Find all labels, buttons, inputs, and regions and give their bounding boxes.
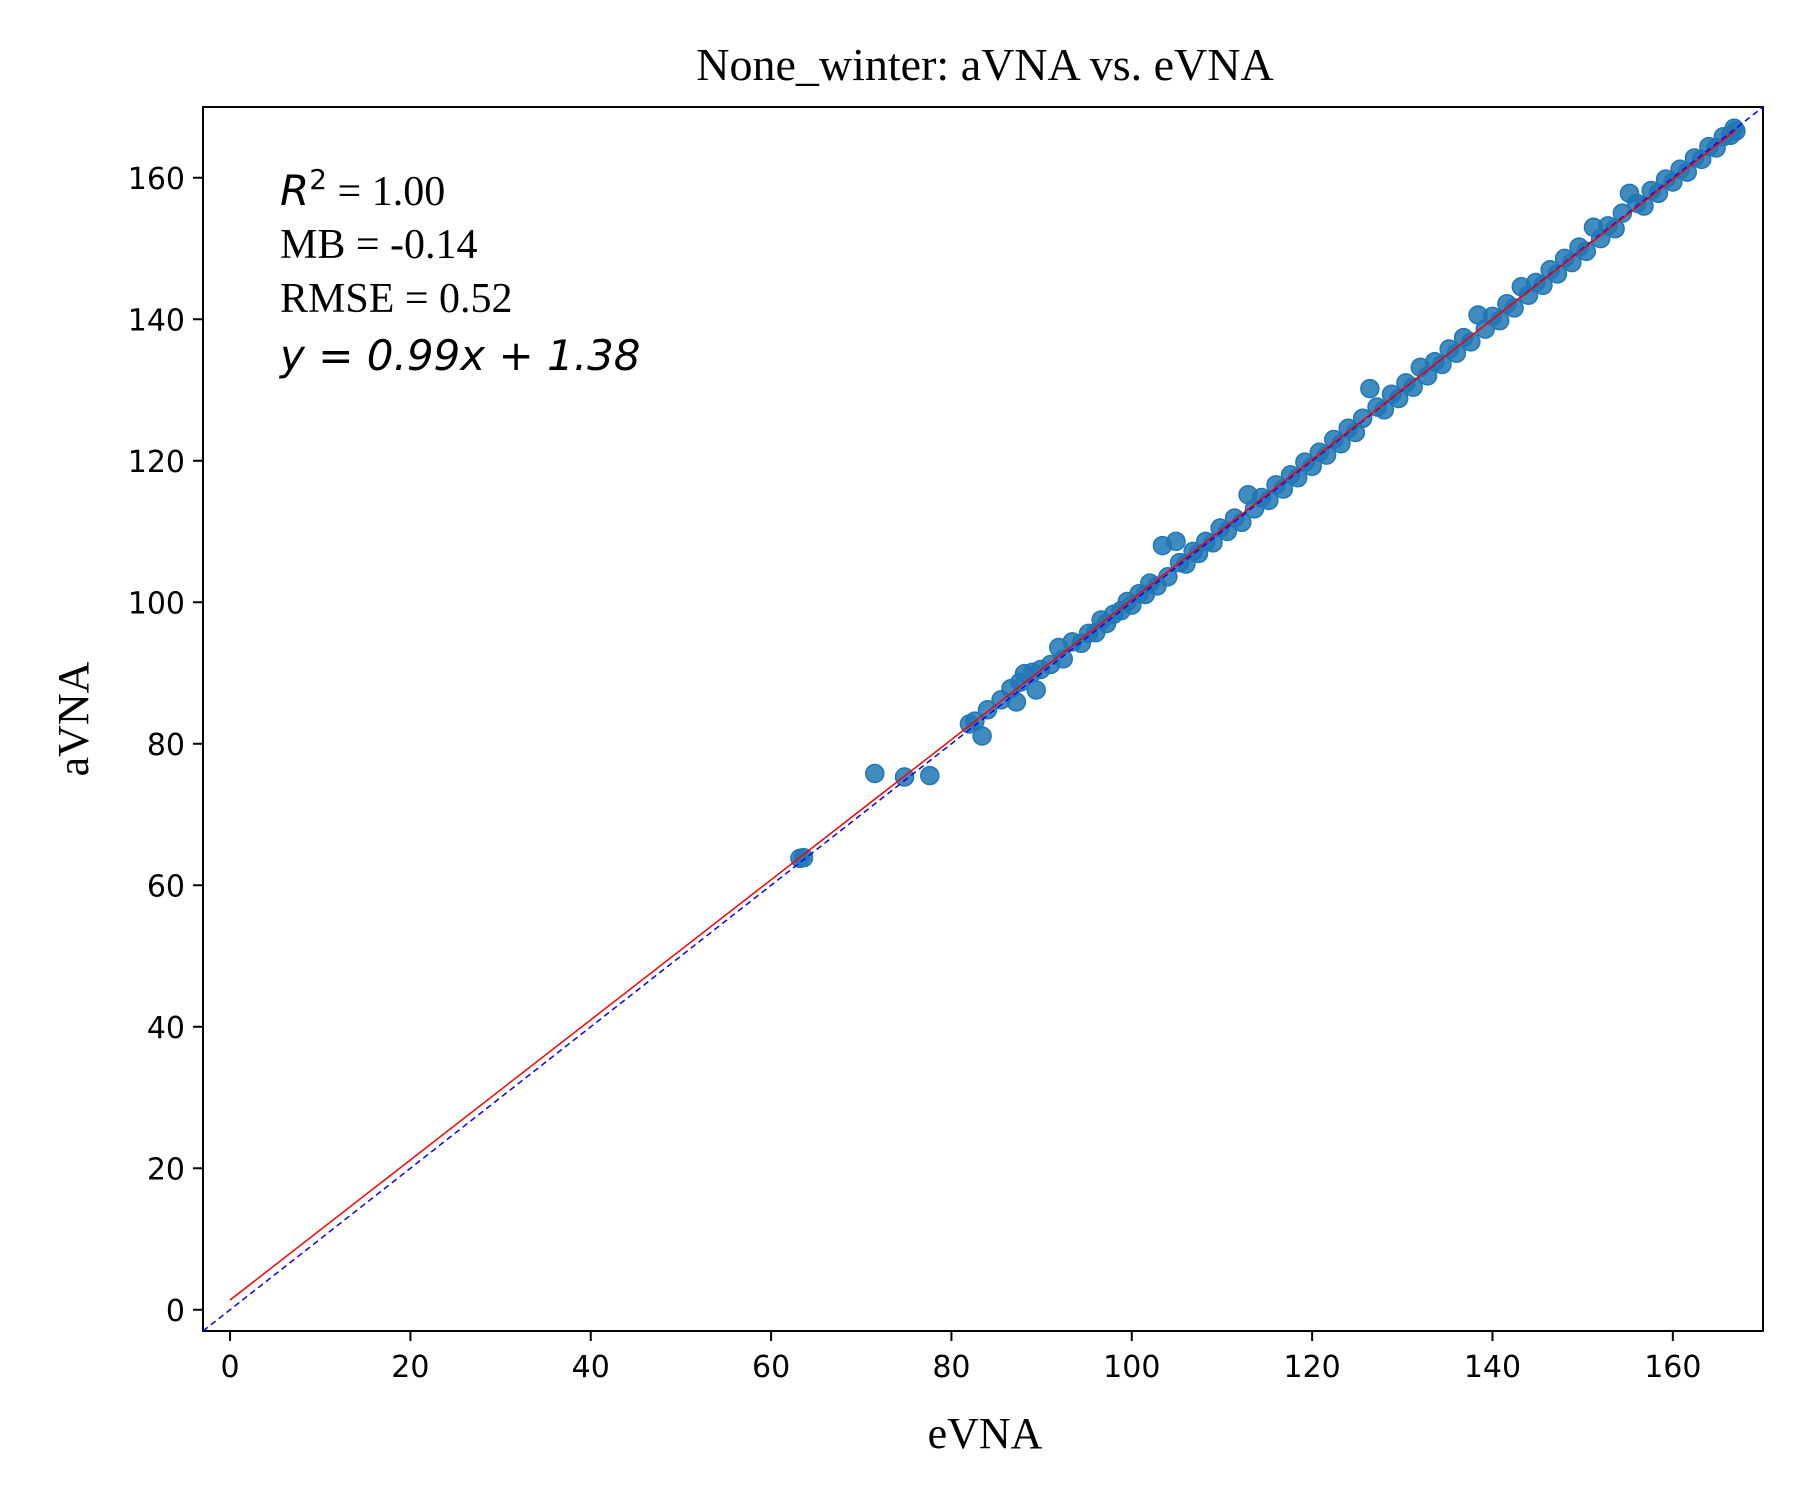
y-tick-label: 60 xyxy=(147,869,185,904)
data-point xyxy=(1634,196,1654,216)
plot-area xyxy=(202,106,1764,1332)
data-point xyxy=(1612,203,1633,223)
x-tick-label: 140 xyxy=(1464,1350,1521,1385)
r2-value: = 1.00 xyxy=(327,169,445,215)
data-point xyxy=(793,847,814,868)
x-tick-label: 40 xyxy=(572,1350,610,1385)
equation-annotation: y = 0.99x + 1.38 xyxy=(278,331,641,380)
data-point xyxy=(972,726,992,746)
data-point xyxy=(1006,692,1027,712)
data-point xyxy=(1461,332,1481,352)
axes-frame xyxy=(202,106,1764,1332)
reference-lines xyxy=(202,106,1764,1332)
y-tick-label: 0 xyxy=(166,1294,185,1329)
data-point xyxy=(1504,298,1524,318)
y-axis-ticks: 0 20 40 60 80 100 120 140 160 xyxy=(128,162,203,1329)
data-point xyxy=(1166,531,1186,552)
fit-line xyxy=(229,129,1737,1301)
r2-exponent: 2 xyxy=(309,163,327,196)
x-tick-label: 120 xyxy=(1284,1350,1341,1385)
data-point xyxy=(1533,275,1553,296)
data-point xyxy=(1724,118,1744,138)
r2-annotation: R2 = 1.00 xyxy=(280,163,445,215)
chart-title: None_winter: aVNA vs. eVNA xyxy=(696,39,1273,90)
data-point xyxy=(1360,378,1380,399)
data-point xyxy=(1547,264,1568,284)
data-point xyxy=(1158,567,1178,587)
x-axis-ticks: 0 20 40 60 80 100 120 140 160 xyxy=(221,1331,1701,1385)
y-tick-label: 80 xyxy=(147,728,185,763)
data-point xyxy=(1605,218,1625,239)
x-tick-label: 80 xyxy=(932,1350,970,1385)
stats-annotation: R2 = 1.00 MB = -0.14 RMSE = 0.52 y = 0.9… xyxy=(278,163,641,380)
x-tick-label: 160 xyxy=(1644,1350,1701,1385)
y-tick-label: 40 xyxy=(147,1011,185,1046)
x-tick-label: 20 xyxy=(391,1350,429,1385)
data-point xyxy=(1446,343,1467,363)
x-tick-label: 100 xyxy=(1103,1350,1160,1385)
y-tick-label: 100 xyxy=(128,586,185,621)
y-tick-label: 160 xyxy=(128,162,185,197)
rmse-annotation: RMSE = 0.52 xyxy=(280,276,513,322)
data-point xyxy=(1562,252,1582,273)
data-point xyxy=(1432,354,1452,375)
data-point xyxy=(1576,241,1597,262)
data-point xyxy=(920,765,940,786)
y-axis-label: aVNA xyxy=(49,661,98,776)
data-points xyxy=(790,118,1746,869)
data-point xyxy=(865,763,885,784)
x-tick-label: 60 xyxy=(752,1350,790,1385)
y-tick-label: 140 xyxy=(128,303,185,338)
data-point xyxy=(1026,680,1046,700)
x-axis-label: eVNA xyxy=(928,1409,1043,1458)
y-tick-label: 120 xyxy=(128,445,185,480)
r2-symbol: R xyxy=(280,166,309,215)
y-tick-label: 20 xyxy=(147,1152,185,1187)
x-tick-label: 0 xyxy=(221,1350,240,1385)
mb-annotation: MB = -0.14 xyxy=(280,222,478,268)
